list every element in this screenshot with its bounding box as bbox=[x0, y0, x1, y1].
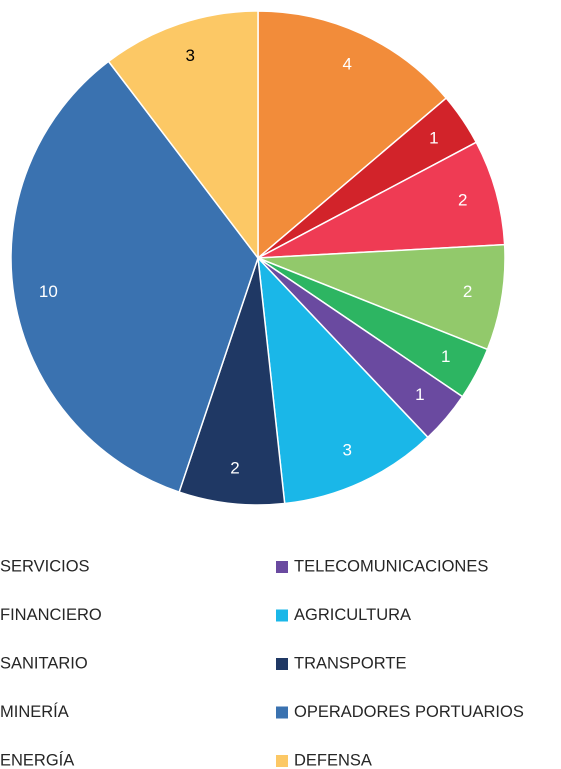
legend-label: OPERADORES PORTUARIOS bbox=[294, 703, 524, 721]
slice-label: 2 bbox=[230, 459, 239, 478]
legend-swatch bbox=[276, 609, 288, 622]
legend-swatch bbox=[276, 561, 288, 573]
legend-label: ENERGÍA bbox=[0, 750, 74, 769]
legend-label: DEFENSA bbox=[294, 751, 372, 769]
pie-slice bbox=[257, 255, 429, 505]
pie bbox=[10, 10, 506, 506]
pie-slice bbox=[257, 243, 506, 351]
slice-label: 1 bbox=[441, 347, 450, 366]
pie-slice bbox=[257, 141, 506, 259]
legend-swatch bbox=[276, 706, 288, 719]
slice-label: 2 bbox=[463, 282, 472, 301]
legend-label: AGRICULTURA bbox=[294, 606, 411, 624]
slice-label: 3 bbox=[185, 46, 194, 65]
slice-label: 2 bbox=[458, 191, 467, 210]
legend-label: TELECOMUNICACIONES bbox=[294, 557, 488, 575]
slice-label: 10 bbox=[39, 282, 58, 301]
legend-swatch bbox=[276, 755, 288, 767]
pie-slice bbox=[178, 257, 286, 506]
legend-label: SANITARIO bbox=[0, 654, 88, 672]
slice-label: 4 bbox=[342, 55, 351, 74]
legend: SERVICIOS FINANCIERO SANITARIO MINERÍA ENERG… bbox=[0, 557, 524, 769]
legend-label: TRANSPORTE bbox=[294, 654, 406, 672]
legend-label: SERVICIOS bbox=[0, 557, 90, 575]
slice-label: 1 bbox=[415, 385, 424, 404]
pie-slice bbox=[107, 10, 259, 261]
slice-label: 1 bbox=[429, 128, 438, 147]
legend-label: MINERÍA bbox=[0, 702, 69, 721]
legend-label: FINANCIERO bbox=[0, 606, 102, 624]
slice-label: 3 bbox=[342, 440, 351, 459]
legend-swatch bbox=[276, 658, 288, 670]
pie-slice bbox=[10, 60, 259, 494]
pie-slice bbox=[257, 10, 448, 260]
